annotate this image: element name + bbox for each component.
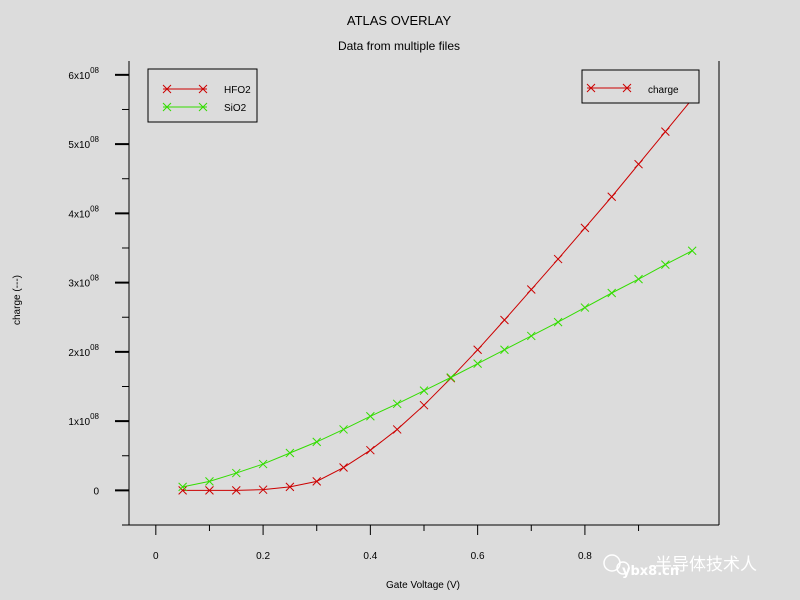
legend-label: SiO2 bbox=[224, 103, 247, 114]
legend-marker bbox=[198, 102, 208, 112]
legend-label: HFO2 bbox=[224, 85, 251, 96]
data-point bbox=[366, 411, 375, 421]
legend-marker bbox=[622, 83, 632, 93]
x-axis: 0 0.2 0.4 0.6 0.8 bbox=[153, 525, 640, 562]
legend-marker bbox=[162, 102, 172, 112]
data-point bbox=[339, 425, 348, 434]
data-point bbox=[580, 303, 590, 312]
legend-label: charge bbox=[648, 85, 679, 96]
data-point bbox=[392, 399, 402, 409]
y-tick-label: 3x1008 bbox=[68, 274, 99, 290]
y-tick-label: 6x1008 bbox=[68, 66, 99, 82]
x-axis-label: Gate Voltage (V) bbox=[386, 580, 460, 591]
data-point bbox=[580, 223, 590, 233]
data-point bbox=[500, 315, 509, 325]
data-point bbox=[178, 482, 187, 492]
legend-marker bbox=[162, 84, 172, 94]
x-tick-label: 0.6 bbox=[471, 551, 485, 562]
wechat-icon-bubble bbox=[616, 561, 630, 575]
y-tick-label: 5x1008 bbox=[68, 135, 99, 151]
chart-subtitle: Data from multiple files bbox=[338, 39, 460, 53]
legend-layer: HFO2 SiO2 charge bbox=[147, 68, 700, 123]
series-hfo2 bbox=[178, 94, 697, 495]
legend-quantity: charge bbox=[581, 69, 700, 104]
y-axis: 0 1x1008 2x1008 3x1008 4x1008 5x1008 6x1008 bbox=[68, 66, 129, 526]
legend-marker bbox=[586, 83, 596, 93]
data-point bbox=[419, 400, 429, 410]
x-tick-label: 0.8 bbox=[578, 551, 592, 562]
data-point bbox=[312, 477, 322, 486]
data-point bbox=[231, 486, 241, 495]
data-point bbox=[607, 192, 617, 202]
data-point bbox=[285, 482, 295, 492]
legend-series: HFO2 SiO2 bbox=[147, 68, 258, 123]
data-point bbox=[231, 468, 241, 478]
data-point bbox=[178, 486, 187, 495]
data-point bbox=[553, 254, 563, 264]
y-axis-label: charge (---) bbox=[12, 275, 23, 325]
data-point bbox=[634, 159, 643, 169]
data-point bbox=[526, 331, 536, 341]
y-tick-label: 2x1008 bbox=[68, 343, 99, 359]
data-point bbox=[661, 127, 670, 136]
data-point bbox=[258, 459, 268, 469]
series-layer bbox=[178, 94, 697, 495]
data-point bbox=[258, 485, 268, 495]
series-sio2 bbox=[178, 246, 697, 492]
data-point bbox=[687, 246, 697, 256]
data-point bbox=[285, 448, 295, 458]
data-point bbox=[392, 425, 402, 434]
data-point bbox=[312, 437, 322, 447]
data-point bbox=[553, 317, 563, 327]
data-point bbox=[473, 345, 482, 355]
data-point bbox=[526, 285, 536, 294]
data-point bbox=[446, 373, 456, 382]
data-point bbox=[205, 477, 214, 486]
data-point bbox=[366, 445, 375, 455]
data-point bbox=[473, 359, 482, 368]
data-point bbox=[661, 260, 670, 269]
watermark: ybx8.cn 半导体技术人 bbox=[603, 554, 757, 579]
y-tick-label: 0 bbox=[93, 486, 99, 497]
x-tick-label: 0 bbox=[153, 551, 159, 562]
data-point bbox=[339, 463, 348, 472]
y-tick-label: 4x1008 bbox=[68, 204, 99, 220]
legend-marker bbox=[198, 84, 208, 94]
series-line bbox=[182, 250, 693, 488]
x-tick-label: 0.2 bbox=[256, 551, 270, 562]
watermark-name: 半导体技术人 bbox=[655, 555, 757, 575]
legend-box bbox=[147, 68, 258, 123]
data-point bbox=[205, 486, 214, 495]
y-tick-label: 1x1008 bbox=[68, 412, 99, 428]
watermark-site: ybx8.cn bbox=[622, 564, 679, 579]
legend-box bbox=[581, 69, 700, 104]
data-point bbox=[419, 386, 429, 396]
x-tick-label: 0.4 bbox=[363, 551, 377, 562]
data-point bbox=[500, 345, 509, 355]
data-point bbox=[607, 288, 617, 298]
chart-title: ATLAS OVERLAY bbox=[347, 13, 452, 28]
series-line bbox=[182, 98, 693, 491]
data-point bbox=[634, 274, 643, 284]
